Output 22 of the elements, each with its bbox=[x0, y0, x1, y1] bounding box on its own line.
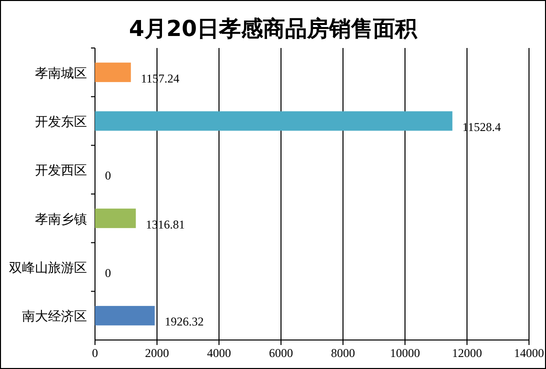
y-tick-label: 南大经济区 bbox=[22, 310, 87, 325]
x-tick-label: 12000 bbox=[452, 346, 482, 360]
bar bbox=[95, 111, 452, 131]
y-tick-label: 孝南城区 bbox=[35, 66, 87, 82]
y-tick-label: 双峰山旅游区 bbox=[9, 261, 87, 276]
data-label: 1926.32 bbox=[164, 314, 204, 329]
x-tick-label: 8000 bbox=[331, 346, 355, 360]
x-tick-label: 2000 bbox=[145, 346, 169, 360]
chart-title: 4月20日孝感商品房销售面积 bbox=[129, 16, 418, 42]
bar bbox=[95, 62, 131, 82]
y-tick-label: 孝南乡镇 bbox=[35, 212, 87, 228]
data-label: 0 bbox=[105, 266, 111, 280]
y-tick-label: 开发西区 bbox=[35, 164, 87, 179]
x-tick-label: 4000 bbox=[207, 346, 231, 360]
bar bbox=[95, 208, 136, 228]
data-label: 0 bbox=[105, 168, 111, 183]
x-tick-label: 14000 bbox=[514, 346, 544, 360]
bar bbox=[95, 306, 155, 326]
y-tick-label: 开发东区 bbox=[35, 115, 87, 130]
x-tick-label: 6000 bbox=[269, 346, 293, 360]
x-tick-label: 0 bbox=[92, 346, 98, 360]
x-tick-label: 10000 bbox=[390, 346, 420, 360]
